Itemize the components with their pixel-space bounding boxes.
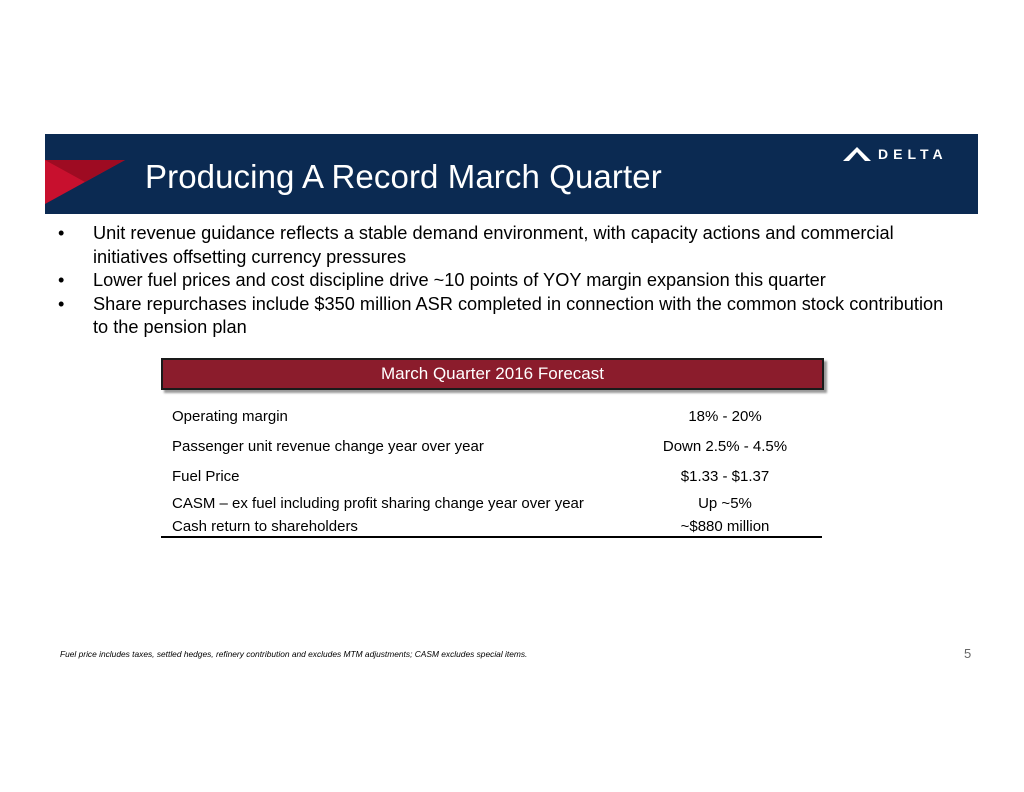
- bullet-list: • Unit revenue guidance reflects a stabl…: [58, 222, 958, 340]
- page-number: 5: [964, 646, 972, 661]
- bullet-mark: •: [58, 293, 65, 314]
- bullet-item: • Share repurchases include $350 million…: [58, 293, 958, 340]
- bullet-item: • Unit revenue guidance reflects a stabl…: [58, 222, 958, 269]
- row-value: $1.33 - $1.37: [680, 467, 770, 485]
- row-value: ~$880 million: [680, 517, 770, 535]
- bullet-text: Share repurchases include $350 million A…: [93, 293, 944, 338]
- delta-widget-icon: [843, 147, 871, 161]
- red-wedge-graphic: [45, 160, 125, 204]
- table-row: Operating margin 18% - 20%: [161, 401, 822, 431]
- row-value: Down 2.5% - 4.5%: [662, 437, 788, 455]
- row-label: CASM – ex fuel including profit sharing …: [172, 495, 584, 512]
- table-row: Fuel Price $1.33 - $1.37: [161, 461, 822, 491]
- bullet-item: • Lower fuel prices and cost discipline …: [58, 269, 958, 293]
- bullet-text: Unit revenue guidance reflects a stable …: [93, 223, 894, 267]
- row-label: Passenger unit revenue change year over …: [172, 437, 484, 455]
- table-row: CASM – ex fuel including profit sharing …: [161, 491, 822, 516]
- row-label: Fuel Price: [172, 467, 240, 485]
- bullet-mark: •: [58, 270, 65, 290]
- brand-name: DELTA: [878, 146, 948, 162]
- header-band: Producing A Record March Quarter DELTA: [45, 134, 978, 214]
- forecast-table: Operating margin 18% - 20% Passenger uni…: [161, 401, 822, 538]
- row-label: Cash return to shareholders: [172, 517, 358, 535]
- forecast-table-header: March Quarter 2016 Forecast: [161, 358, 824, 390]
- bullet-mark: •: [58, 223, 65, 243]
- slide-title: Producing A Record March Quarter: [145, 158, 662, 195]
- row-value: 18% - 20%: [688, 407, 762, 425]
- delta-logo: DELTA: [843, 146, 948, 162]
- row-label: Operating margin: [172, 407, 288, 425]
- table-row: Passenger unit revenue change year over …: [161, 431, 822, 461]
- row-value: Up ~5%: [698, 495, 752, 512]
- footnote: Fuel price includes taxes, settled hedge…: [60, 649, 528, 659]
- table-row: Cash return to shareholders ~$880 millio…: [161, 516, 822, 538]
- bullet-text: Lower fuel prices and cost discipline dr…: [93, 270, 826, 290]
